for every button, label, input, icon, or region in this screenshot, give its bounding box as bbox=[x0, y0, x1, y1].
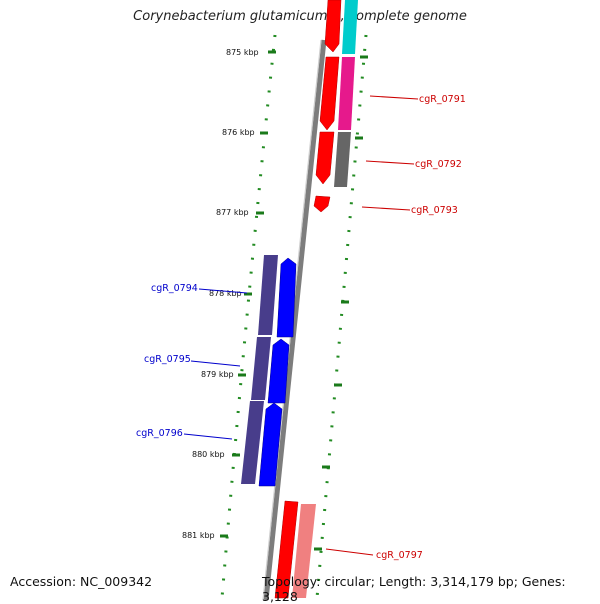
cog-block-pink bbox=[292, 504, 316, 598]
label-leaders bbox=[183, 95, 419, 556]
ruler-label-881: 881 kbp bbox=[182, 531, 215, 540]
ruler-label-876: 876 kbp bbox=[222, 128, 255, 137]
reverse-cds-cgR_0796 bbox=[258, 402, 283, 487]
forward-cds-cgR_0797 bbox=[274, 500, 299, 599]
gene-label-cgR_0796[interactable]: cgR_0796 bbox=[136, 428, 183, 439]
cog-block-slate-2 bbox=[251, 337, 271, 400]
accession-text: Accession: NC_009342 bbox=[10, 574, 153, 589]
cog-track-inner bbox=[241, 255, 278, 484]
gene-label-cgR_0795[interactable]: cgR_0795 bbox=[144, 354, 191, 365]
ruler-label-880: 880 kbp bbox=[192, 450, 225, 459]
leader-cgR_0793 bbox=[361, 206, 411, 211]
forward-cds-cgR_0792 bbox=[315, 131, 335, 185]
gene-label-cgR_0797[interactable]: cgR_0797 bbox=[376, 550, 423, 561]
ruler-label-877: 877 kbp bbox=[216, 208, 249, 217]
leader-cgR_0792 bbox=[365, 160, 415, 165]
gene-label-cgR_0791[interactable]: cgR_0791 bbox=[419, 94, 466, 105]
cog-track-outer bbox=[292, 0, 358, 598]
reverse-cds-track bbox=[258, 257, 297, 487]
leader-cgR_0794 bbox=[198, 288, 248, 294]
map-title: Corynebacterium glutamicum R, complete g… bbox=[133, 9, 467, 24]
ruler-label-878: 878 kbp bbox=[209, 289, 242, 298]
cog-block-magenta bbox=[338, 57, 355, 130]
cog-block-cyan bbox=[342, 0, 358, 54]
forward-cds-cgR_0791 bbox=[319, 56, 340, 131]
gene-label-cgR_0792[interactable]: cgR_0792 bbox=[415, 159, 462, 170]
leader-cgR_0797 bbox=[325, 548, 374, 556]
gene-label-cgR_0794[interactable]: cgR_0794 bbox=[151, 283, 198, 294]
forward-cds-cgR_0793 bbox=[313, 195, 331, 213]
ruler-ticks bbox=[220, 50, 368, 551]
forward-cds-top bbox=[324, 0, 342, 53]
reverse-cds-cgR_0794 bbox=[276, 257, 297, 338]
cog-block-slate-1 bbox=[258, 255, 278, 335]
leader-cgR_0795 bbox=[190, 360, 241, 367]
gene-label-cgR_0793[interactable]: cgR_0793 bbox=[411, 205, 458, 216]
leader-cgR_0791 bbox=[369, 95, 419, 100]
reverse-cds-cgR_0795 bbox=[267, 338, 290, 404]
cog-block-gray bbox=[334, 132, 351, 187]
cog-block-slate-3 bbox=[241, 401, 264, 484]
forward-cds-track bbox=[274, 0, 342, 599]
ruler-label-879: 879 kbp bbox=[201, 370, 234, 379]
genome-backbone bbox=[263, 39, 327, 600]
ruler-label-875: 875 kbp bbox=[226, 48, 259, 57]
leader-cgR_0796 bbox=[183, 433, 233, 440]
